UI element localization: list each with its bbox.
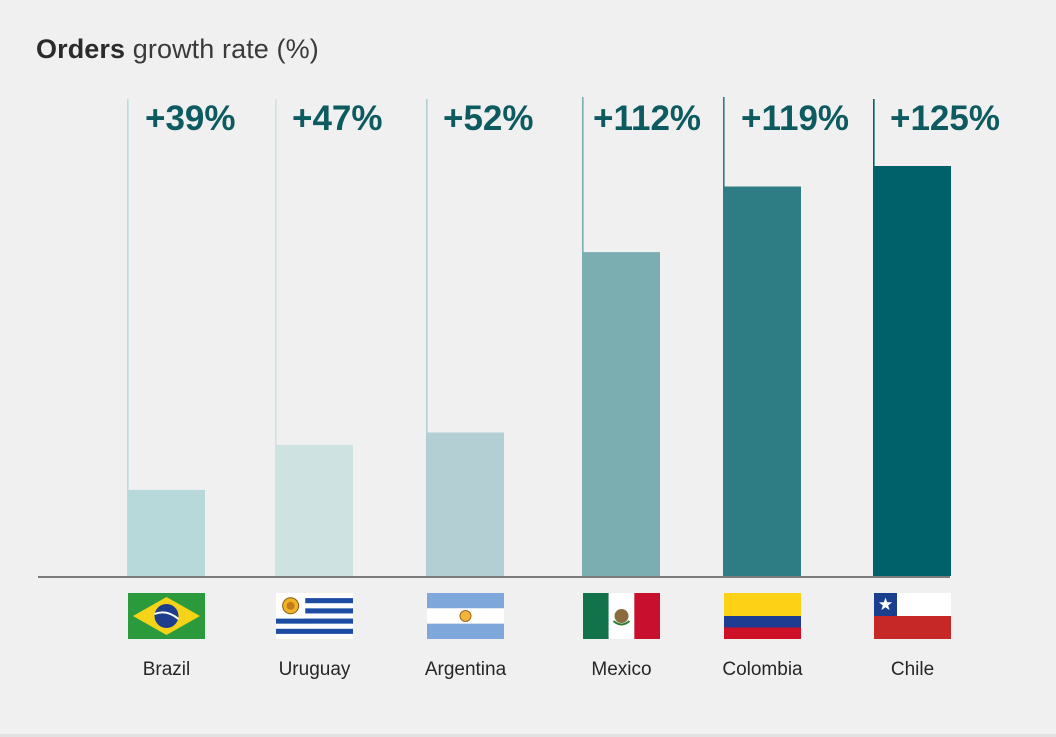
brazil-flag-icon xyxy=(128,593,205,639)
chart-title-rest: growth rate (%) xyxy=(125,34,319,64)
mexico-flag-icon xyxy=(583,593,660,639)
bar-mexico xyxy=(583,252,660,576)
chart-title: Orders growth rate (%) xyxy=(36,34,319,65)
colombia-flag-icon xyxy=(724,593,801,639)
chile-flag-icon xyxy=(874,593,951,639)
value-label: +47% xyxy=(292,99,383,138)
value-label: +112% xyxy=(593,99,701,138)
value-label: +119% xyxy=(741,99,849,138)
category-label: Argentina xyxy=(425,659,507,680)
chart-title-bold: Orders xyxy=(36,34,126,64)
category-label: Uruguay xyxy=(279,659,351,680)
bar-chile xyxy=(874,166,951,576)
bar-argentina xyxy=(427,432,504,576)
bar-marker-line xyxy=(426,99,428,576)
bar-brazil xyxy=(128,489,205,576)
value-label: +39% xyxy=(145,99,236,138)
bar-colombia xyxy=(724,186,801,576)
category-label: Brazil xyxy=(143,659,191,680)
bar-marker-line xyxy=(582,97,584,576)
uruguay-flag-icon xyxy=(276,593,353,639)
bar-marker-line xyxy=(127,99,129,576)
value-label: +125% xyxy=(890,99,1000,138)
category-label: Colombia xyxy=(722,659,803,680)
bar-marker-line xyxy=(873,99,875,576)
bar-uruguay xyxy=(276,444,353,576)
category-label: Chile xyxy=(891,659,934,680)
value-label: +52% xyxy=(443,99,534,138)
bar-marker-line xyxy=(275,99,277,576)
bar-marker-line xyxy=(723,97,725,576)
x-axis-line xyxy=(38,576,950,578)
category-label: Mexico xyxy=(591,659,651,680)
argentina-flag-icon xyxy=(427,593,504,639)
bottom-divider xyxy=(0,734,1056,737)
